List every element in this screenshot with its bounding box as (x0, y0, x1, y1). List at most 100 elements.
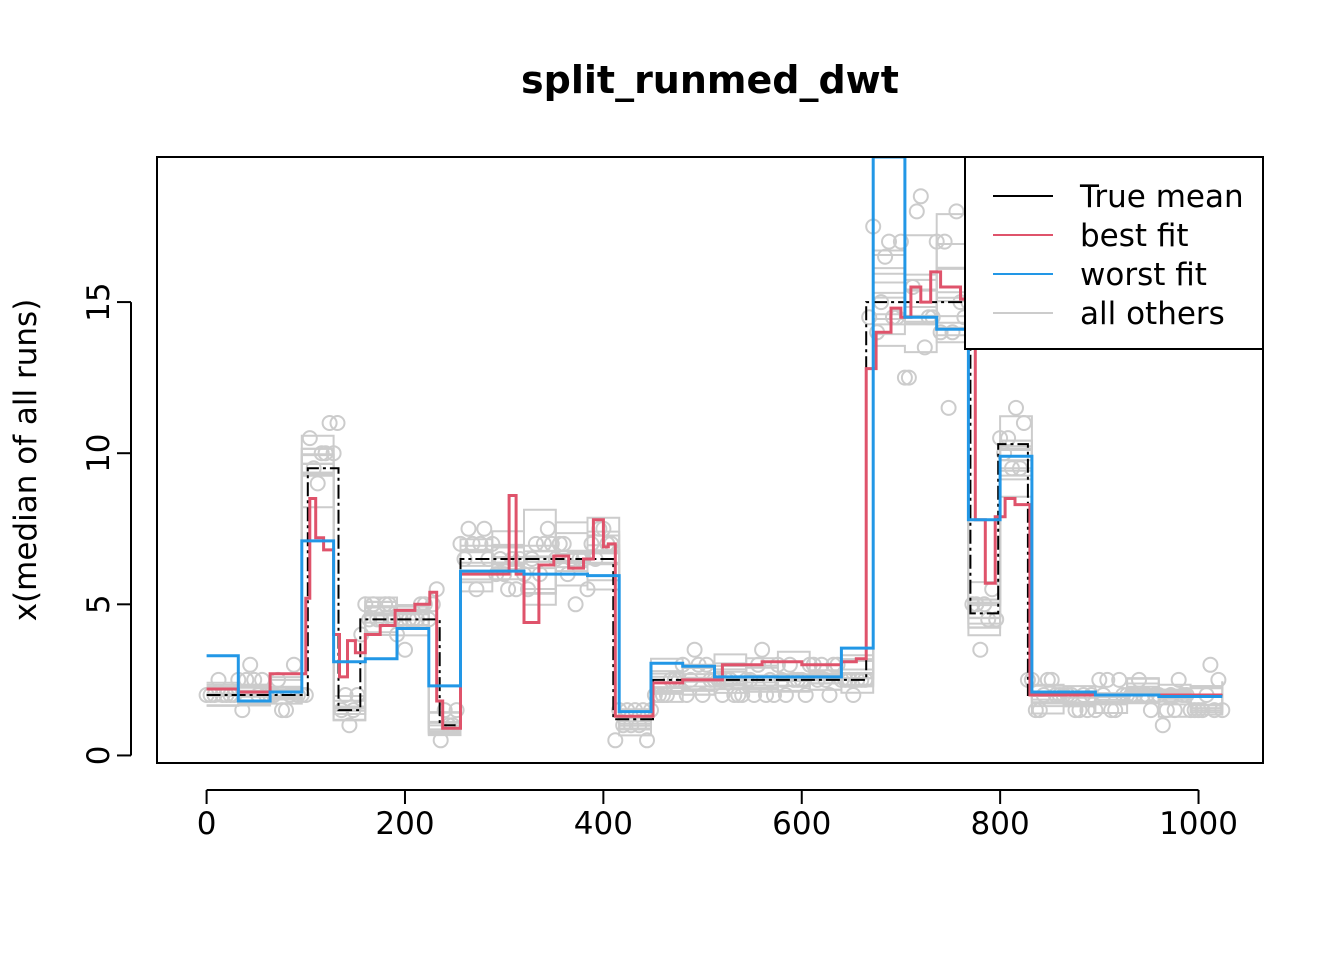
observation-point (1071, 702, 1088, 719)
observation-point (448, 702, 465, 719)
observation-point (746, 687, 763, 703)
observation-point (325, 445, 342, 462)
observation-point (694, 687, 711, 703)
observation-point (896, 369, 913, 386)
x-tick-label: 200 (375, 806, 434, 842)
observation-point (1031, 702, 1048, 719)
observation-point (357, 596, 374, 613)
observation-point (730, 687, 747, 703)
observation-point (607, 732, 624, 749)
observation-point (464, 535, 481, 552)
observation-point (797, 687, 814, 703)
y-tick-label: 10 (81, 433, 117, 472)
observation-point (623, 717, 640, 734)
observation-point (1214, 702, 1231, 719)
observation-point (452, 535, 469, 552)
observation-point (658, 687, 675, 703)
observation-point (313, 445, 330, 462)
observation-point (1111, 671, 1128, 688)
observation-point (766, 687, 782, 703)
observation-point (432, 732, 449, 749)
observation-point (1154, 717, 1171, 734)
observation-point (377, 596, 394, 613)
observation-point (500, 581, 517, 598)
observation-point (476, 520, 493, 537)
observation-point (1067, 702, 1084, 719)
axes: 0 200 400 600 800 1000 0 5 10 15 (81, 156, 1264, 842)
observation-point (468, 581, 485, 598)
observation-point (1210, 671, 1227, 688)
observation-point (579, 581, 596, 598)
observation-point (397, 641, 413, 658)
observation-point (654, 687, 671, 703)
observation-point (758, 687, 774, 703)
observation-point (349, 687, 366, 703)
chart-title: split_runmed_dwt (521, 58, 899, 102)
observation-point (1099, 671, 1116, 688)
x-tick-label: 800 (971, 806, 1030, 842)
observation-point (583, 535, 600, 552)
observation-point (964, 596, 981, 613)
observation-point (932, 324, 949, 341)
observation-point (1107, 702, 1124, 719)
y-tick-label: 5 (81, 594, 117, 614)
observation-point (769, 656, 786, 673)
observation-point (678, 687, 695, 703)
observation-point (309, 475, 326, 492)
observation-point (1131, 671, 1147, 688)
observation-point (1166, 702, 1183, 719)
observation-point (1103, 702, 1120, 719)
observation-point (912, 188, 929, 205)
observation-point (1091, 671, 1108, 688)
observation-point (1186, 702, 1203, 719)
legend-label-best-fit: best fit (1080, 218, 1189, 254)
observation-point (845, 687, 862, 703)
observation-point (781, 656, 798, 673)
observation-point (274, 702, 290, 719)
observation-point (714, 687, 731, 703)
y-axis-label: x(median of all runs) (8, 299, 44, 622)
observation-point (1087, 702, 1104, 719)
observation-point (1202, 656, 1219, 673)
observation-point (1158, 702, 1175, 719)
observation-point (928, 233, 945, 250)
observation-point (567, 596, 584, 613)
observation-point (900, 369, 917, 386)
legend-box (964, 156, 1264, 350)
observation-point (976, 596, 993, 613)
observation-point (940, 399, 957, 416)
other-run-line (206, 213, 1224, 733)
observation-point (908, 203, 925, 220)
observation-point (1008, 399, 1024, 416)
x-tick-label: 0 (197, 806, 217, 842)
observation-point (944, 324, 961, 341)
observation-point (1079, 702, 1096, 719)
worst-fit-line (206, 157, 1223, 714)
observation-point (1043, 671, 1060, 688)
observation-point (285, 656, 302, 673)
observation-point (1194, 702, 1211, 719)
observation-point (472, 535, 489, 552)
observation-point (861, 309, 878, 326)
observation-point (916, 339, 933, 356)
observation-point (972, 641, 989, 658)
observation-point (754, 641, 771, 658)
observation-point (329, 415, 346, 431)
observation-point (305, 460, 322, 477)
observation-point (278, 702, 294, 719)
x-tick-label: 1000 (1159, 806, 1238, 842)
observation-point (242, 656, 259, 673)
observation-point (881, 233, 897, 250)
observation-point (892, 233, 909, 250)
observation-point (734, 687, 751, 703)
observation-point (301, 430, 318, 447)
observation-point (726, 687, 743, 703)
observation-point (936, 233, 953, 250)
y-tick-label: 15 (81, 282, 117, 321)
observation-point (234, 702, 251, 719)
plot-frame (156, 156, 1264, 764)
observation-point (1170, 671, 1187, 688)
observation-point (381, 596, 398, 613)
